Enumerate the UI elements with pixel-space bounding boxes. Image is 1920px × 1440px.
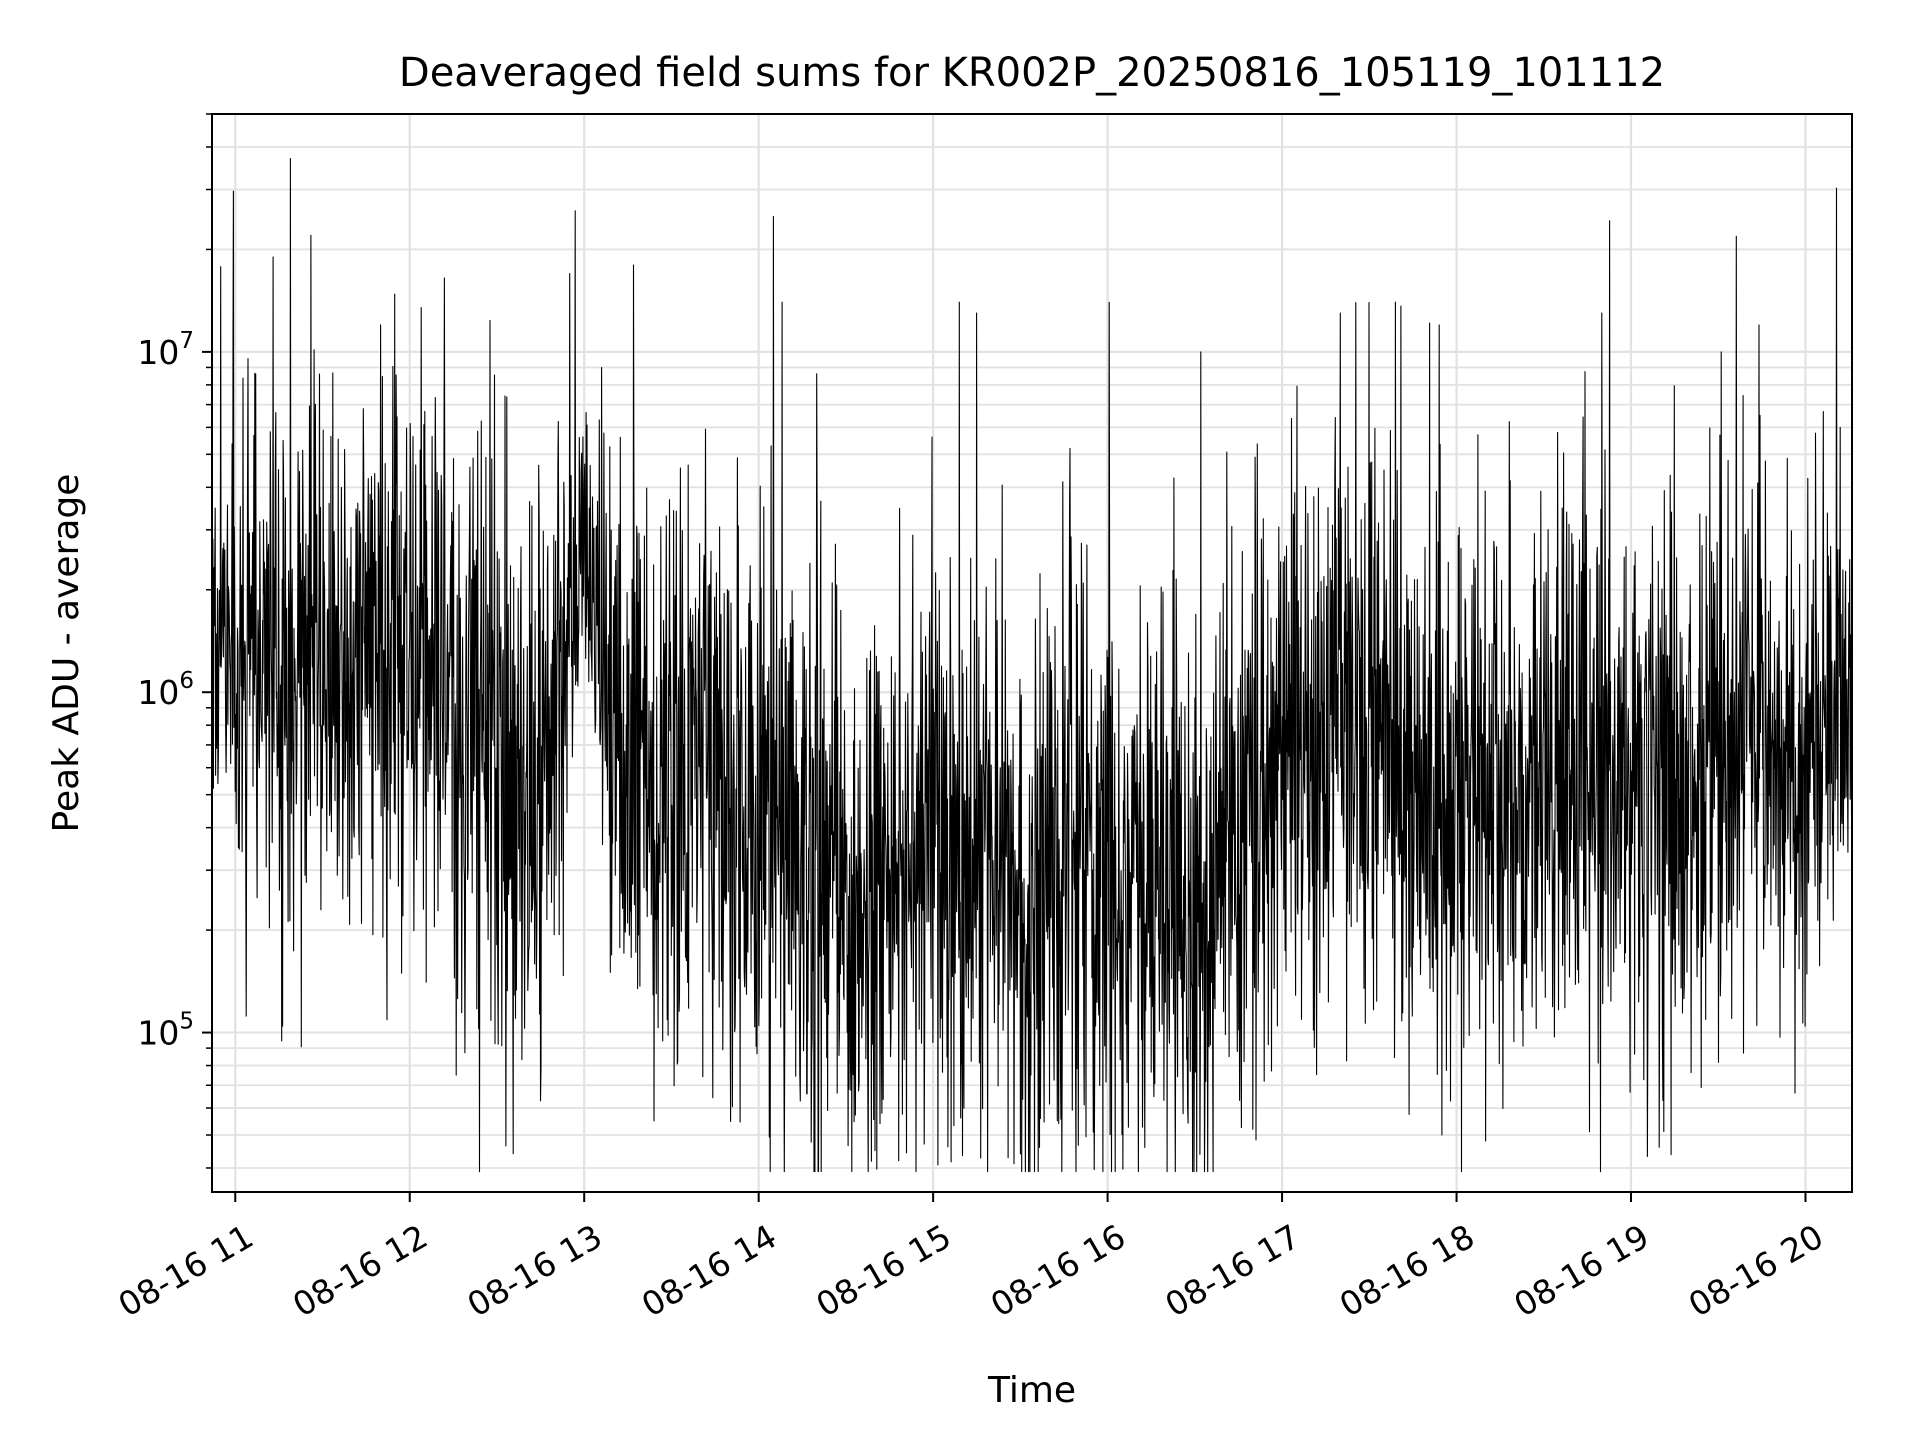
y-tick-label: 105: [137, 1009, 194, 1053]
data-series: [211, 157, 1853, 1173]
y-tick-label: 106: [137, 668, 194, 712]
x-axis-label: Time: [987, 1370, 1076, 1411]
y-tick-exponent: 5: [179, 1009, 194, 1035]
y-tick-base: 10: [137, 333, 179, 372]
y-tick-base: 10: [137, 1014, 179, 1053]
series-line: [211, 157, 1853, 1173]
chart-title: Deaveraged field sums for KR002P_2025081…: [399, 50, 1665, 96]
y-tick-base: 10: [137, 673, 179, 712]
y-tick-exponent: 6: [179, 668, 194, 694]
y-axis-label: Peak ADU - average: [46, 474, 87, 833]
y-tick-label: 107: [137, 328, 194, 372]
plot-frame: [211, 113, 1853, 1193]
y-tick-exponent: 7: [179, 328, 194, 354]
